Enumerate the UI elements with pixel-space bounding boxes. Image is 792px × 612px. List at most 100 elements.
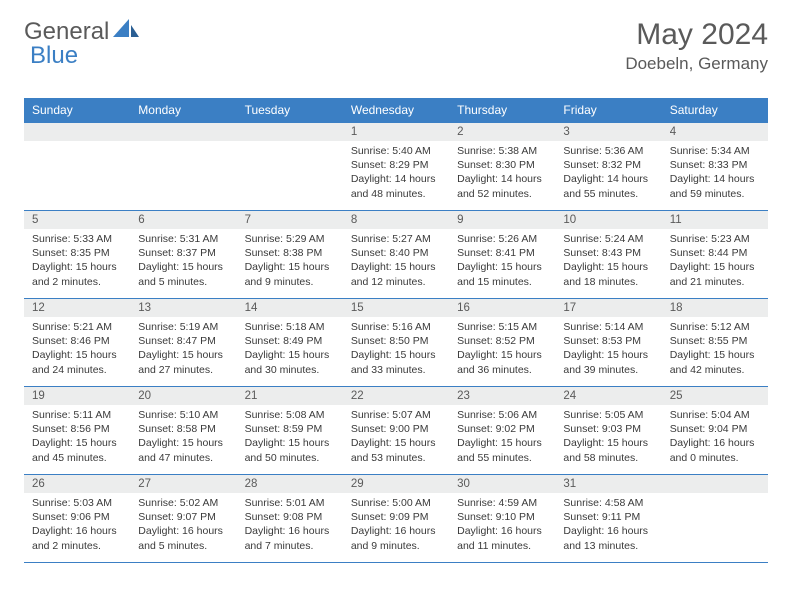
- calendar-cell: 10Sunrise: 5:24 AMSunset: 8:43 PMDayligh…: [555, 211, 661, 299]
- day-number: [130, 123, 236, 141]
- day-number: 17: [555, 299, 661, 317]
- day-content: Sunrise: 5:14 AMSunset: 8:53 PMDaylight:…: [555, 317, 661, 381]
- day-number: 16: [449, 299, 555, 317]
- calendar-cell: 25Sunrise: 5:04 AMSunset: 9:04 PMDayligh…: [662, 387, 768, 475]
- day-number: 11: [662, 211, 768, 229]
- day-content: Sunrise: 5:02 AMSunset: 9:07 PMDaylight:…: [130, 493, 236, 557]
- day-header: Friday: [555, 98, 661, 123]
- day-header: Sunday: [24, 98, 130, 123]
- day-content: Sunrise: 5:26 AMSunset: 8:41 PMDaylight:…: [449, 229, 555, 293]
- calendar-cell: 22Sunrise: 5:07 AMSunset: 9:00 PMDayligh…: [343, 387, 449, 475]
- day-content: Sunrise: 5:12 AMSunset: 8:55 PMDaylight:…: [662, 317, 768, 381]
- day-number: 4: [662, 123, 768, 141]
- calendar-cell: 14Sunrise: 5:18 AMSunset: 8:49 PMDayligh…: [237, 299, 343, 387]
- day-number: 7: [237, 211, 343, 229]
- day-number: 8: [343, 211, 449, 229]
- day-number: 28: [237, 475, 343, 493]
- day-number: 25: [662, 387, 768, 405]
- day-content: Sunrise: 5:23 AMSunset: 8:44 PMDaylight:…: [662, 229, 768, 293]
- day-content: Sunrise: 5:40 AMSunset: 8:29 PMDaylight:…: [343, 141, 449, 205]
- day-number: 30: [449, 475, 555, 493]
- day-content: Sunrise: 5:00 AMSunset: 9:09 PMDaylight:…: [343, 493, 449, 557]
- day-number: 1: [343, 123, 449, 141]
- day-number: [237, 123, 343, 141]
- calendar-cell: 30Sunrise: 4:59 AMSunset: 9:10 PMDayligh…: [449, 475, 555, 563]
- day-header: Tuesday: [237, 98, 343, 123]
- day-number: 27: [130, 475, 236, 493]
- day-content: Sunrise: 5:01 AMSunset: 9:08 PMDaylight:…: [237, 493, 343, 557]
- day-content: Sunrise: 5:10 AMSunset: 8:58 PMDaylight:…: [130, 405, 236, 469]
- calendar-cell: 15Sunrise: 5:16 AMSunset: 8:50 PMDayligh…: [343, 299, 449, 387]
- calendar-cell: 7Sunrise: 5:29 AMSunset: 8:38 PMDaylight…: [237, 211, 343, 299]
- calendar-cell: 16Sunrise: 5:15 AMSunset: 8:52 PMDayligh…: [449, 299, 555, 387]
- calendar-cell: 18Sunrise: 5:12 AMSunset: 8:55 PMDayligh…: [662, 299, 768, 387]
- day-content: Sunrise: 5:16 AMSunset: 8:50 PMDaylight:…: [343, 317, 449, 381]
- day-number: 5: [24, 211, 130, 229]
- day-number: 21: [237, 387, 343, 405]
- calendar-cell: 8Sunrise: 5:27 AMSunset: 8:40 PMDaylight…: [343, 211, 449, 299]
- day-number: 31: [555, 475, 661, 493]
- day-content: Sunrise: 5:24 AMSunset: 8:43 PMDaylight:…: [555, 229, 661, 293]
- calendar-table: SundayMondayTuesdayWednesdayThursdayFrid…: [24, 98, 768, 563]
- calendar-cell: 2Sunrise: 5:38 AMSunset: 8:30 PMDaylight…: [449, 123, 555, 211]
- calendar-cell: [24, 123, 130, 211]
- calendar-cell: 17Sunrise: 5:14 AMSunset: 8:53 PMDayligh…: [555, 299, 661, 387]
- day-content: Sunrise: 5:34 AMSunset: 8:33 PMDaylight:…: [662, 141, 768, 205]
- day-content: Sunrise: 5:06 AMSunset: 9:02 PMDaylight:…: [449, 405, 555, 469]
- day-number: 29: [343, 475, 449, 493]
- day-number: 10: [555, 211, 661, 229]
- logo-text-b: Blue: [30, 42, 78, 70]
- calendar-cell: [662, 475, 768, 563]
- calendar-cell: 11Sunrise: 5:23 AMSunset: 8:44 PMDayligh…: [662, 211, 768, 299]
- calendar-cell: 1Sunrise: 5:40 AMSunset: 8:29 PMDaylight…: [343, 123, 449, 211]
- calendar-cell: [130, 123, 236, 211]
- calendar-cell: 13Sunrise: 5:19 AMSunset: 8:47 PMDayligh…: [130, 299, 236, 387]
- day-content: Sunrise: 4:59 AMSunset: 9:10 PMDaylight:…: [449, 493, 555, 557]
- day-header: Wednesday: [343, 98, 449, 123]
- day-content: Sunrise: 5:15 AMSunset: 8:52 PMDaylight:…: [449, 317, 555, 381]
- day-number: [24, 123, 130, 141]
- day-header: Monday: [130, 98, 236, 123]
- day-content: Sunrise: 5:19 AMSunset: 8:47 PMDaylight:…: [130, 317, 236, 381]
- day-content: Sunrise: 5:29 AMSunset: 8:38 PMDaylight:…: [237, 229, 343, 293]
- day-header: Thursday: [449, 98, 555, 123]
- day-number: 20: [130, 387, 236, 405]
- calendar-cell: 6Sunrise: 5:31 AMSunset: 8:37 PMDaylight…: [130, 211, 236, 299]
- calendar-cell: 28Sunrise: 5:01 AMSunset: 9:08 PMDayligh…: [237, 475, 343, 563]
- day-content: Sunrise: 5:18 AMSunset: 8:49 PMDaylight:…: [237, 317, 343, 381]
- day-number: 3: [555, 123, 661, 141]
- day-content: Sunrise: 5:04 AMSunset: 9:04 PMDaylight:…: [662, 405, 768, 469]
- day-content: Sunrise: 5:08 AMSunset: 8:59 PMDaylight:…: [237, 405, 343, 469]
- calendar-cell: 21Sunrise: 5:08 AMSunset: 8:59 PMDayligh…: [237, 387, 343, 475]
- calendar-cell: 26Sunrise: 5:03 AMSunset: 9:06 PMDayligh…: [24, 475, 130, 563]
- day-number: 9: [449, 211, 555, 229]
- calendar-cell: 4Sunrise: 5:34 AMSunset: 8:33 PMDaylight…: [662, 123, 768, 211]
- day-number: 24: [555, 387, 661, 405]
- day-content: Sunrise: 4:58 AMSunset: 9:11 PMDaylight:…: [555, 493, 661, 557]
- day-number: 22: [343, 387, 449, 405]
- calendar-cell: 24Sunrise: 5:05 AMSunset: 9:03 PMDayligh…: [555, 387, 661, 475]
- day-content: Sunrise: 5:03 AMSunset: 9:06 PMDaylight:…: [24, 493, 130, 557]
- day-content: Sunrise: 5:07 AMSunset: 9:00 PMDaylight:…: [343, 405, 449, 469]
- day-content: Sunrise: 5:38 AMSunset: 8:30 PMDaylight:…: [449, 141, 555, 205]
- calendar-cell: 31Sunrise: 4:58 AMSunset: 9:11 PMDayligh…: [555, 475, 661, 563]
- day-content: Sunrise: 5:33 AMSunset: 8:35 PMDaylight:…: [24, 229, 130, 293]
- day-number: [662, 475, 768, 493]
- day-content: Sunrise: 5:05 AMSunset: 9:03 PMDaylight:…: [555, 405, 661, 469]
- calendar-cell: 12Sunrise: 5:21 AMSunset: 8:46 PMDayligh…: [24, 299, 130, 387]
- day-number: 14: [237, 299, 343, 317]
- day-number: 15: [343, 299, 449, 317]
- day-number: 13: [130, 299, 236, 317]
- day-number: 18: [662, 299, 768, 317]
- day-content: Sunrise: 5:21 AMSunset: 8:46 PMDaylight:…: [24, 317, 130, 381]
- calendar-cell: 23Sunrise: 5:06 AMSunset: 9:02 PMDayligh…: [449, 387, 555, 475]
- calendar-cell: 27Sunrise: 5:02 AMSunset: 9:07 PMDayligh…: [130, 475, 236, 563]
- day-content: Sunrise: 5:27 AMSunset: 8:40 PMDaylight:…: [343, 229, 449, 293]
- day-content: Sunrise: 5:31 AMSunset: 8:37 PMDaylight:…: [130, 229, 236, 293]
- day-number: 2: [449, 123, 555, 141]
- calendar-cell: [237, 123, 343, 211]
- location-label: Doebeln, Germany: [625, 54, 768, 74]
- calendar-cell: 20Sunrise: 5:10 AMSunset: 8:58 PMDayligh…: [130, 387, 236, 475]
- calendar-cell: 29Sunrise: 5:00 AMSunset: 9:09 PMDayligh…: [343, 475, 449, 563]
- logo-line2: Blue: [30, 42, 78, 70]
